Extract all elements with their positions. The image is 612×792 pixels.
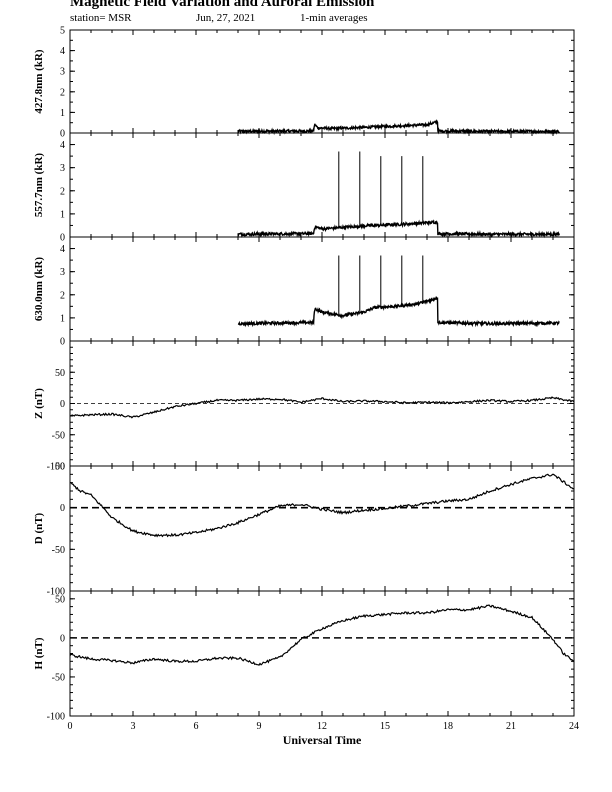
x-tick-label: 18 — [443, 721, 453, 732]
averaging-label: 1-min averages — [300, 12, 368, 24]
y-tick-label: -50 — [52, 430, 65, 441]
panel-frame — [69, 465, 575, 592]
y-axis-label: D (nT) — [33, 512, 45, 544]
y-tick-label: 0 — [60, 337, 65, 348]
x-tick-label: 3 — [131, 721, 136, 732]
y-tick-label: -100 — [47, 712, 65, 723]
chart-title: Magnetic Field Variation and Auroral Emi… — [70, 0, 375, 10]
series-line — [237, 296, 560, 328]
x-tick-label: 12 — [317, 721, 327, 732]
series-line — [237, 219, 560, 239]
x-tick-label: 21 — [506, 721, 516, 732]
x-tick-label: 9 — [257, 721, 262, 732]
panel-frame — [69, 132, 575, 238]
y-tick-label: 1 — [60, 209, 65, 220]
y-tick-label: -100 — [47, 462, 65, 473]
x-tick-label: 6 — [194, 721, 199, 732]
y-tick-label: 4 — [60, 140, 65, 151]
series-line — [69, 604, 575, 666]
y-axis-label: 630.0nm (kR) — [33, 257, 45, 322]
panel-pZ: -100 -50 0 50 Z (nT) — [33, 340, 575, 473]
station-label: station= MSR — [70, 12, 132, 24]
x-tick-label: 15 — [380, 721, 390, 732]
series-line — [70, 396, 575, 419]
series-line — [69, 473, 575, 538]
y-tick-label: 2 — [60, 87, 65, 98]
y-tick-label: 2 — [60, 290, 65, 301]
panel-p6300: 0 1 2 3 4 630.0nm (kR) — [33, 236, 575, 348]
y-axis-label: 427.8nm (kR) — [33, 49, 45, 114]
y-axis-label: H (nT) — [33, 637, 45, 669]
x-axis-label: Universal Time — [283, 733, 362, 747]
y-tick-label: 3 — [60, 267, 65, 278]
y-axis-label: Z (nT) — [33, 388, 45, 419]
x-tick-label: 24 — [569, 721, 579, 732]
series-line — [237, 119, 560, 136]
y-tick-label: 50 — [55, 462, 65, 473]
y-tick-label: 5 — [60, 26, 65, 37]
panel-frame — [69, 590, 575, 717]
y-tick-label: 4 — [60, 244, 65, 255]
panel-p4278: 0 1 2 3 4 5 427.8nm (kR) — [33, 26, 575, 140]
chart-header: Magnetic Field Variation and Auroral Emi… — [0, 0, 612, 30]
y-tick-label: 0 — [60, 633, 65, 644]
date-label: Jun, 27, 2021 — [196, 12, 256, 24]
y-tick-label: 0 — [60, 503, 65, 514]
y-tick-label: 4 — [60, 46, 65, 57]
y-axis-label: 557.7nm (kR) — [33, 153, 45, 218]
y-tick-label: -50 — [52, 672, 65, 683]
y-tick-label: 50 — [55, 368, 65, 379]
y-tick-label: 0 — [60, 233, 65, 244]
y-tick-label: 1 — [60, 313, 65, 324]
panel-pH: -100 -50 0 50 H (nT) — [33, 590, 575, 723]
y-tick-label: 1 — [60, 108, 65, 119]
y-tick-label: 3 — [60, 67, 65, 78]
panel-p5577: 0 1 2 3 4 557.7nm (kR) — [33, 132, 575, 244]
panel-pD: -100 -50 0 50 D (nT) — [33, 462, 575, 598]
y-tick-label: 2 — [60, 186, 65, 197]
y-tick-label: 3 — [60, 163, 65, 174]
y-tick-label: 0 — [60, 129, 65, 140]
y-tick-label: -100 — [47, 587, 65, 598]
y-tick-label: -50 — [52, 545, 65, 556]
panel-frame — [69, 29, 575, 134]
y-tick-label: 0 — [60, 399, 65, 410]
x-tick-label: 0 — [68, 721, 73, 732]
y-tick-label: 50 — [55, 594, 65, 605]
